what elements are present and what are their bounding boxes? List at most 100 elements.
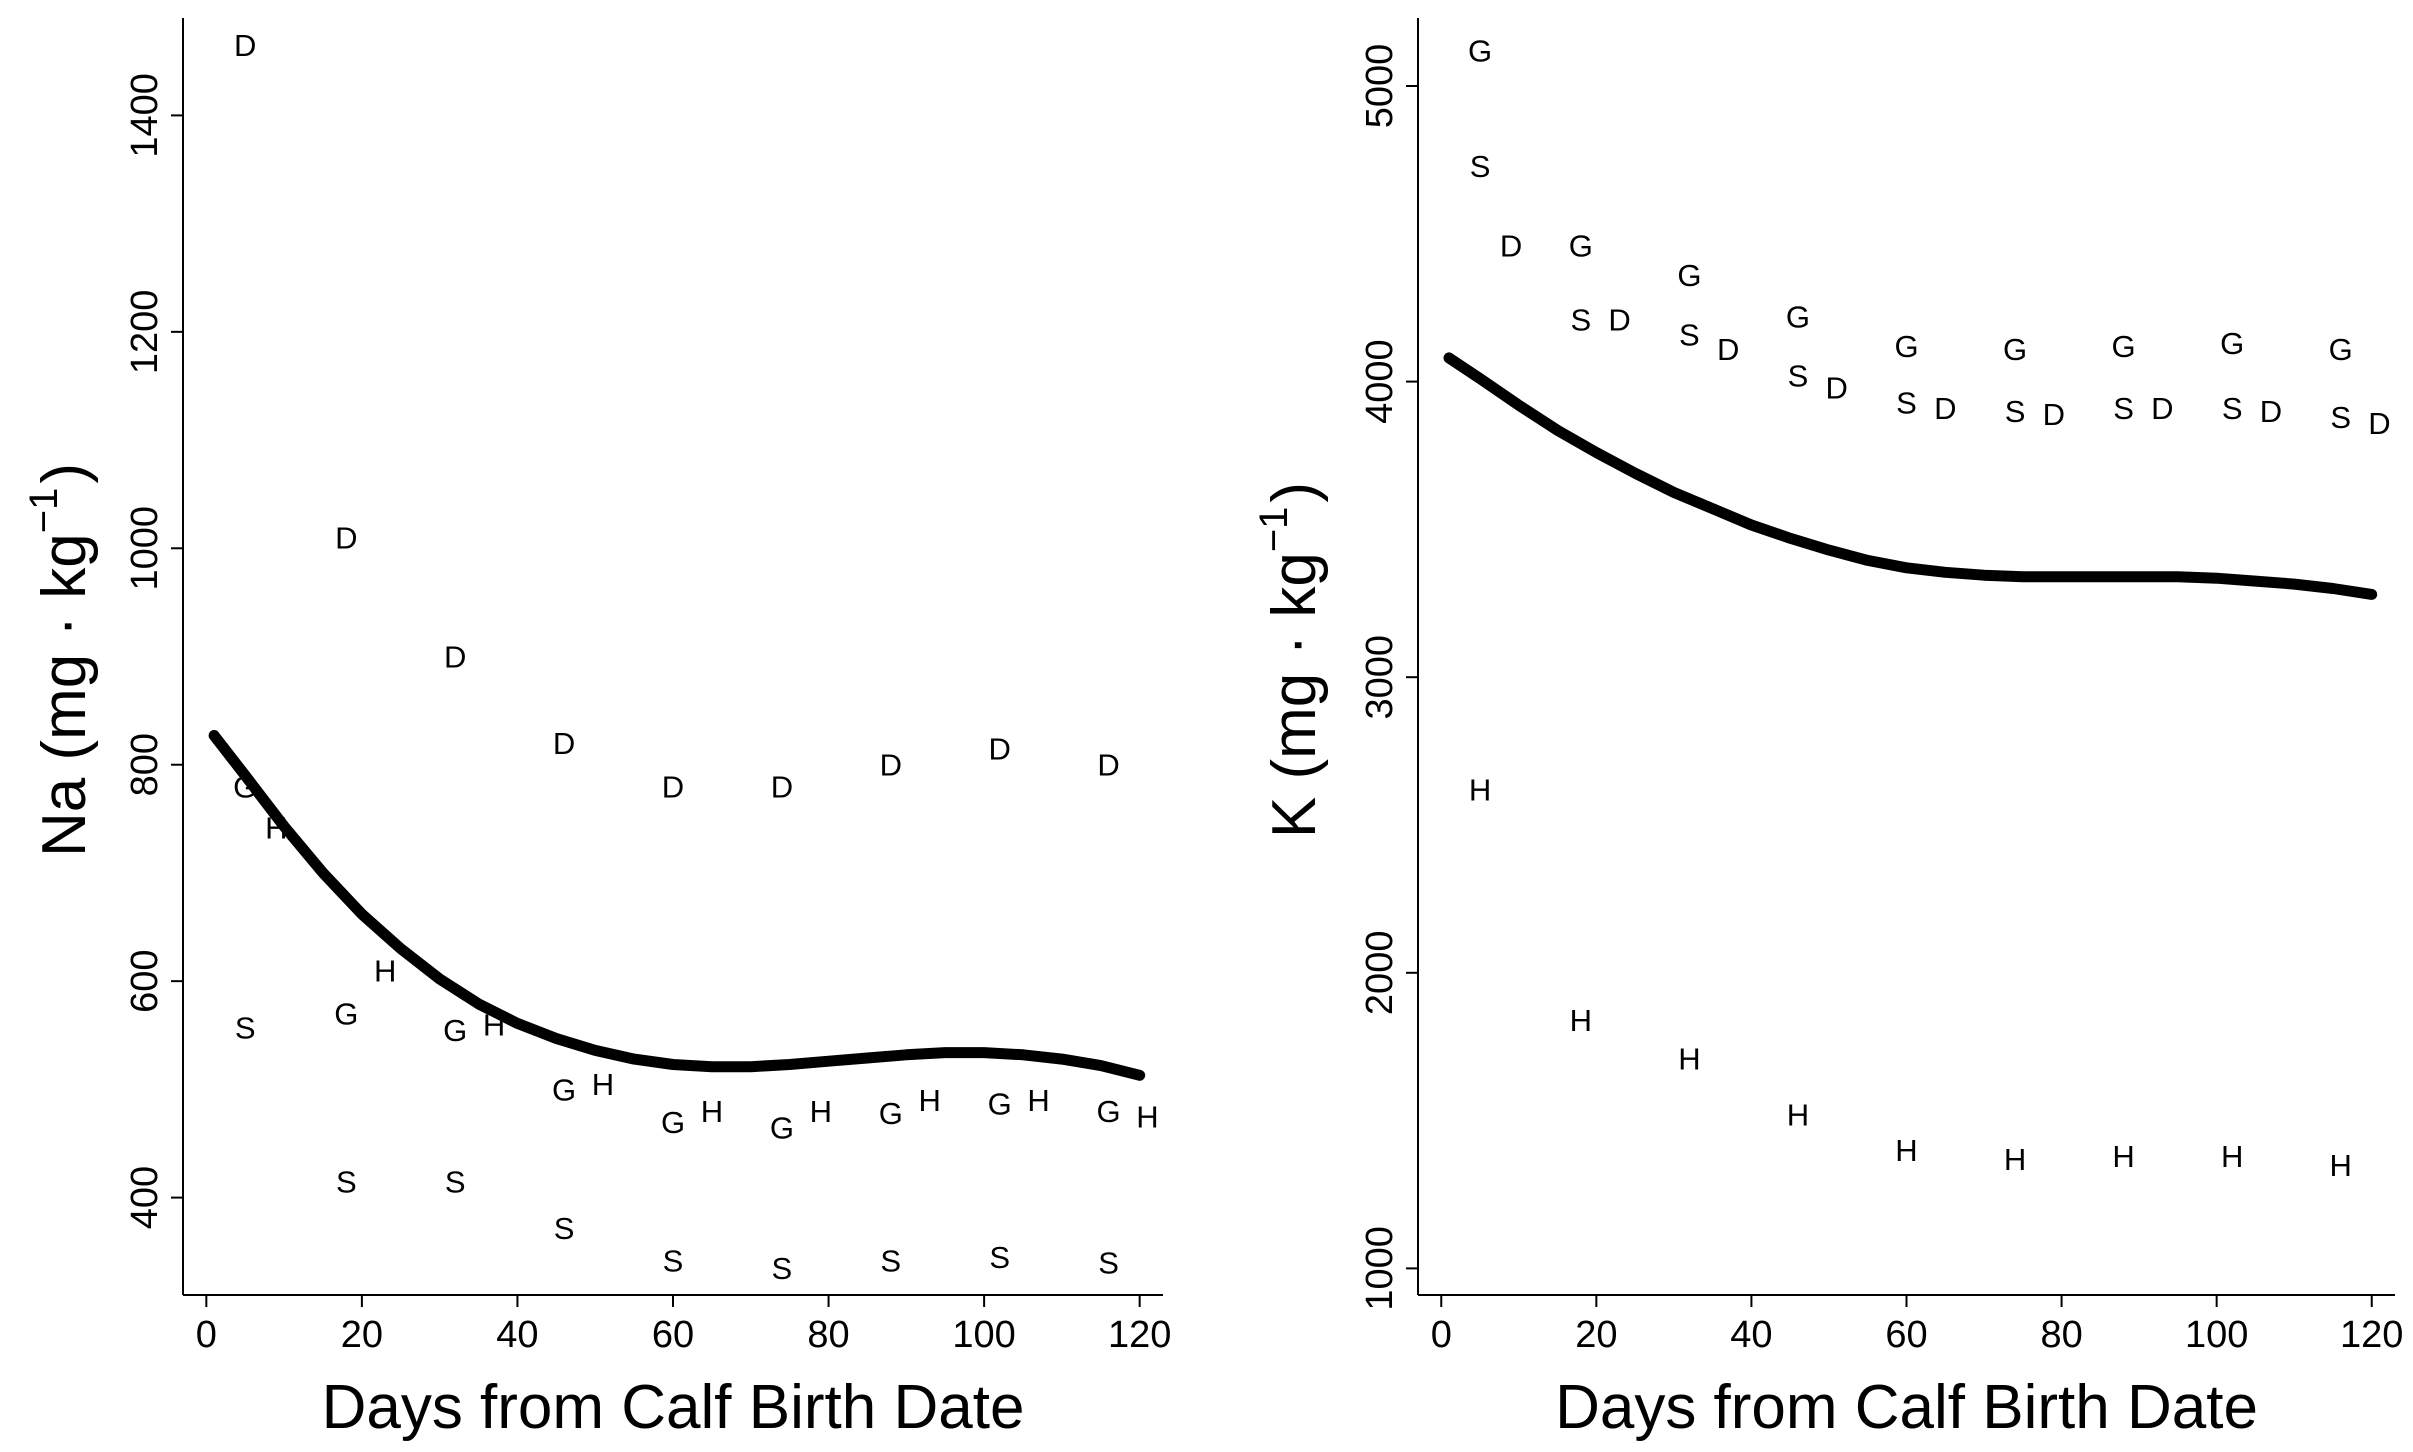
x-tick-label: 40: [1730, 1314, 1772, 1356]
point-s: S: [445, 1164, 466, 1199]
point-d: D: [988, 731, 1010, 766]
point-g: G: [770, 1110, 794, 1145]
y-tick-label: 4000: [1359, 339, 1401, 424]
point-s: S: [1098, 1246, 1119, 1281]
x-tick-label: 80: [807, 1314, 849, 1356]
y-axis-title-superscript: −1: [1252, 507, 1296, 553]
point-d: D: [1608, 303, 1630, 338]
point-d: D: [1500, 229, 1522, 264]
point-h: H: [2221, 1139, 2243, 1174]
point-d: D: [1934, 391, 1956, 426]
point-g: G: [1569, 229, 1593, 264]
point-h: H: [1787, 1098, 1809, 1133]
x-tick-label: 40: [496, 1314, 538, 1356]
x-tick-label: 60: [652, 1314, 694, 1356]
point-g: G: [2329, 332, 2353, 367]
point-g: G: [233, 769, 257, 804]
x-tick-label: 80: [2040, 1314, 2082, 1356]
point-g: G: [2112, 329, 2136, 364]
point-d: D: [335, 520, 357, 555]
point-s: S: [663, 1243, 684, 1278]
point-h: H: [2112, 1139, 2134, 1174]
point-h: H: [810, 1094, 832, 1129]
point-h: H: [374, 953, 396, 988]
point-h: H: [1027, 1083, 1049, 1118]
point-d: D: [553, 726, 575, 761]
x-tick-label: 120: [2340, 1314, 2403, 1356]
point-h: H: [2330, 1148, 2352, 1183]
point-h: H: [918, 1083, 940, 1118]
y-tick-label: 600: [124, 949, 166, 1012]
y-tick-label: 1000: [124, 506, 166, 591]
point-s: S: [1788, 359, 1809, 394]
point-s: S: [2113, 391, 2134, 426]
point-s: S: [2005, 394, 2026, 429]
point-d: D: [1717, 332, 1739, 367]
point-d: D: [2368, 406, 2390, 441]
point-g: G: [879, 1096, 903, 1131]
x-tick-label: 100: [952, 1314, 1015, 1356]
y-tick-label: 1400: [124, 73, 166, 158]
point-s: S: [235, 1011, 256, 1046]
point-d: D: [234, 28, 256, 63]
point-s: S: [336, 1164, 357, 1199]
point-g: G: [988, 1086, 1012, 1121]
point-s: S: [1679, 317, 1700, 352]
point-d: D: [444, 640, 466, 675]
point-h: H: [1469, 773, 1491, 808]
fit-curve: [208, 730, 1146, 1081]
x-tick-label: 100: [2185, 1314, 2248, 1356]
point-h: H: [2004, 1142, 2026, 1177]
point-g: G: [1677, 258, 1701, 293]
y-tick-label: 5000: [1359, 44, 1401, 129]
point-g: G: [443, 1013, 467, 1048]
y-axis-title-main: Na (mg · kg: [30, 533, 99, 857]
point-d: D: [662, 769, 684, 804]
point-s: S: [1470, 149, 1491, 184]
x-tick-label: 0: [196, 1314, 217, 1356]
point-g: G: [661, 1105, 685, 1140]
na-panel: 0 20 40 60 80 100 120 400 600 800 1000 1200 1400 Days…: [22, 18, 1171, 1442]
point-h: H: [483, 1007, 505, 1042]
y-axis-title-close: ): [1260, 482, 1329, 503]
point-s: S: [772, 1251, 793, 1286]
x-axis-title: Days from Calf Birth Date: [1555, 1373, 2258, 1442]
point-s: S: [2222, 391, 2243, 426]
point-h: H: [265, 810, 287, 845]
x-tick-label: 20: [341, 1314, 383, 1356]
point-g: G: [1894, 329, 1918, 364]
point-g: G: [1468, 34, 1492, 69]
point-s: S: [989, 1240, 1010, 1275]
y-axis-title-main: K (mg · kg: [1260, 552, 1329, 838]
x-axis-title: Days from Calf Birth Date: [322, 1373, 1025, 1442]
y-tick-label: 2000: [1359, 931, 1401, 1016]
x-tick-label: 0: [1431, 1314, 1452, 1356]
y-axis-title: K (mg · kg−1): [1252, 482, 1329, 838]
point-g: G: [334, 997, 358, 1032]
y-tick-label: 400: [124, 1166, 166, 1229]
point-g: G: [552, 1072, 576, 1107]
point-s: S: [554, 1211, 575, 1246]
x-tick-label: 60: [1885, 1314, 1927, 1356]
point-s: S: [1896, 385, 1917, 420]
y-tick-label: 3000: [1359, 635, 1401, 720]
y-axis-title-close: ): [30, 463, 99, 484]
fit-curve: [1443, 352, 2378, 600]
point-d: D: [2151, 391, 2173, 426]
point-h: H: [1678, 1042, 1700, 1077]
point-s: S: [880, 1243, 901, 1278]
point-d: D: [1097, 748, 1119, 783]
x-tick-label: 20: [1575, 1314, 1617, 1356]
point-g: G: [1786, 300, 1810, 335]
point-h: H: [701, 1094, 723, 1129]
point-d: D: [2043, 397, 2065, 432]
point-h: H: [1136, 1099, 1158, 1134]
x-tick-label: 120: [1108, 1314, 1171, 1356]
y-tick-label: 800: [124, 733, 166, 796]
y-tick-label: 1000: [1359, 1226, 1401, 1311]
y-tick-label: 1200: [124, 290, 166, 375]
k-panel: 0 20 40 60 80 100 120 1000 2000 3000 4000 5000 Days …: [1252, 18, 2403, 1442]
point-d: D: [880, 748, 902, 783]
point-g: G: [2220, 326, 2244, 361]
